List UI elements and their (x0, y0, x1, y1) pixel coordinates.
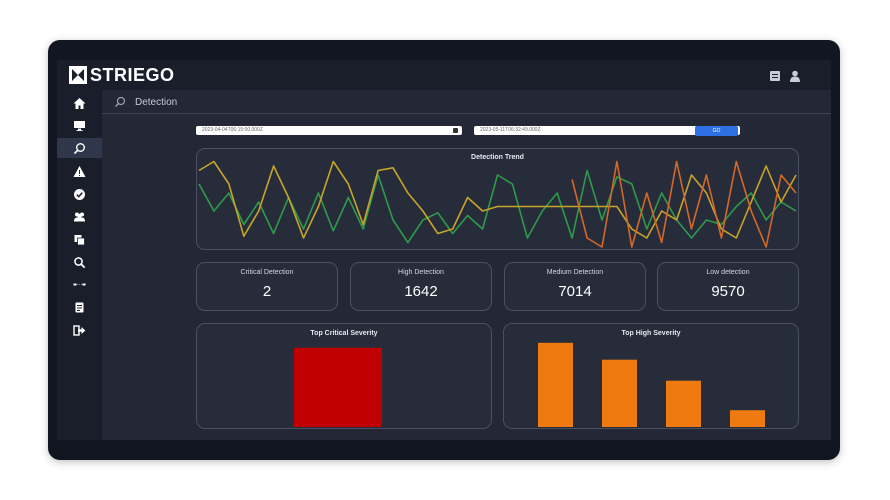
sidebar-item-reports[interactable] (57, 297, 102, 317)
trend-series-line-3 (571, 160, 797, 248)
trend-series-line-2 (198, 160, 797, 239)
magnifier-icon (74, 256, 86, 268)
sidebar-item-network[interactable] (57, 274, 102, 294)
stat-label: High Detection (398, 269, 444, 276)
monitor-icon (74, 120, 85, 131)
copy-icon (74, 234, 85, 245)
warning-icon (73, 165, 86, 177)
stat-value: 7014 (558, 283, 592, 300)
end-date-value: 2023-05-11T06:32:49.000Z (480, 127, 541, 133)
main-content: Detection 2023-04-04T06:15:00.000Z 2023-… (102, 90, 831, 440)
bar-3[interactable] (666, 380, 701, 427)
top-high-severity-panel: Top High Severity (503, 323, 799, 429)
start-date-value: 2023-04-04T06:15:00.000Z (202, 127, 263, 133)
sidebar-item-monitor[interactable] (57, 115, 102, 135)
chart-title: Top Critical Severity (310, 330, 378, 337)
stat-label: Critical Detection (240, 269, 294, 276)
stat-value: 2 (262, 283, 272, 300)
brand-logo[interactable]: STRIEGO (69, 66, 175, 84)
trend-series-line-1 (198, 169, 797, 244)
home-icon (73, 97, 86, 109)
go-button[interactable]: GO (695, 126, 738, 136)
striego-logo-icon (69, 66, 87, 84)
stat-card-medium: Medium Detection 7014 (504, 262, 646, 311)
app-window: STRIEGO (57, 60, 831, 440)
sidebar-item-documents[interactable] (57, 229, 102, 249)
calendar-icon[interactable] (453, 128, 458, 133)
bar-1[interactable] (538, 342, 573, 427)
start-date-input[interactable]: 2023-04-04T06:15:00.000Z (196, 126, 462, 135)
sidebar-item-logout[interactable] (57, 320, 102, 340)
sidebar-item-alerts[interactable] (57, 161, 102, 181)
search-icon (73, 142, 85, 154)
page-title: Detection (135, 96, 178, 108)
chart-title: Top High Severity (621, 330, 681, 337)
search-icon (115, 96, 126, 107)
check-circle-icon (74, 188, 85, 200)
sidebar-item-search[interactable] (57, 252, 102, 272)
stat-value: 1642 (404, 283, 438, 300)
sidebar-item-users[interactable] (57, 206, 102, 226)
breadcrumb: Detection (114, 96, 177, 108)
bar-2[interactable] (602, 359, 637, 427)
top-critical-severity-panel: Top Critical Severity (196, 323, 492, 429)
detection-trend-chart (198, 160, 797, 248)
bar-4[interactable] (730, 410, 765, 427)
users-icon (74, 212, 85, 221)
top-actions (769, 69, 801, 82)
top-critical-severity-chart (294, 347, 382, 427)
top-high-severity-chart (538, 342, 765, 427)
stat-card-low: Low detection 9570 (657, 262, 799, 311)
header-divider (102, 113, 831, 114)
connection-icon (73, 283, 86, 285)
logout-icon (73, 324, 86, 336)
brand-name: STRIEGO (90, 65, 175, 85)
detection-trend-panel: Detection Trend (196, 148, 799, 250)
stat-label: Low detection (706, 269, 750, 276)
bar-1[interactable] (294, 347, 382, 427)
chart-title: Detection Trend (471, 154, 524, 161)
sidebar-item-home[interactable] (57, 93, 102, 113)
sidebar-item-resolved[interactable] (57, 184, 102, 204)
stat-card-critical: Critical Detection 2 (196, 262, 338, 311)
notes-icon (75, 302, 84, 312)
user-icon[interactable] (789, 69, 801, 82)
sidebar-item-detection[interactable] (57, 138, 102, 158)
stat-card-high: High Detection 1642 (350, 262, 492, 311)
notes-icon[interactable] (769, 69, 781, 81)
top-bar: STRIEGO (57, 60, 831, 90)
stat-label: Medium Detection (546, 269, 604, 276)
stat-value: 9570 (711, 283, 745, 300)
sidebar (57, 90, 102, 440)
